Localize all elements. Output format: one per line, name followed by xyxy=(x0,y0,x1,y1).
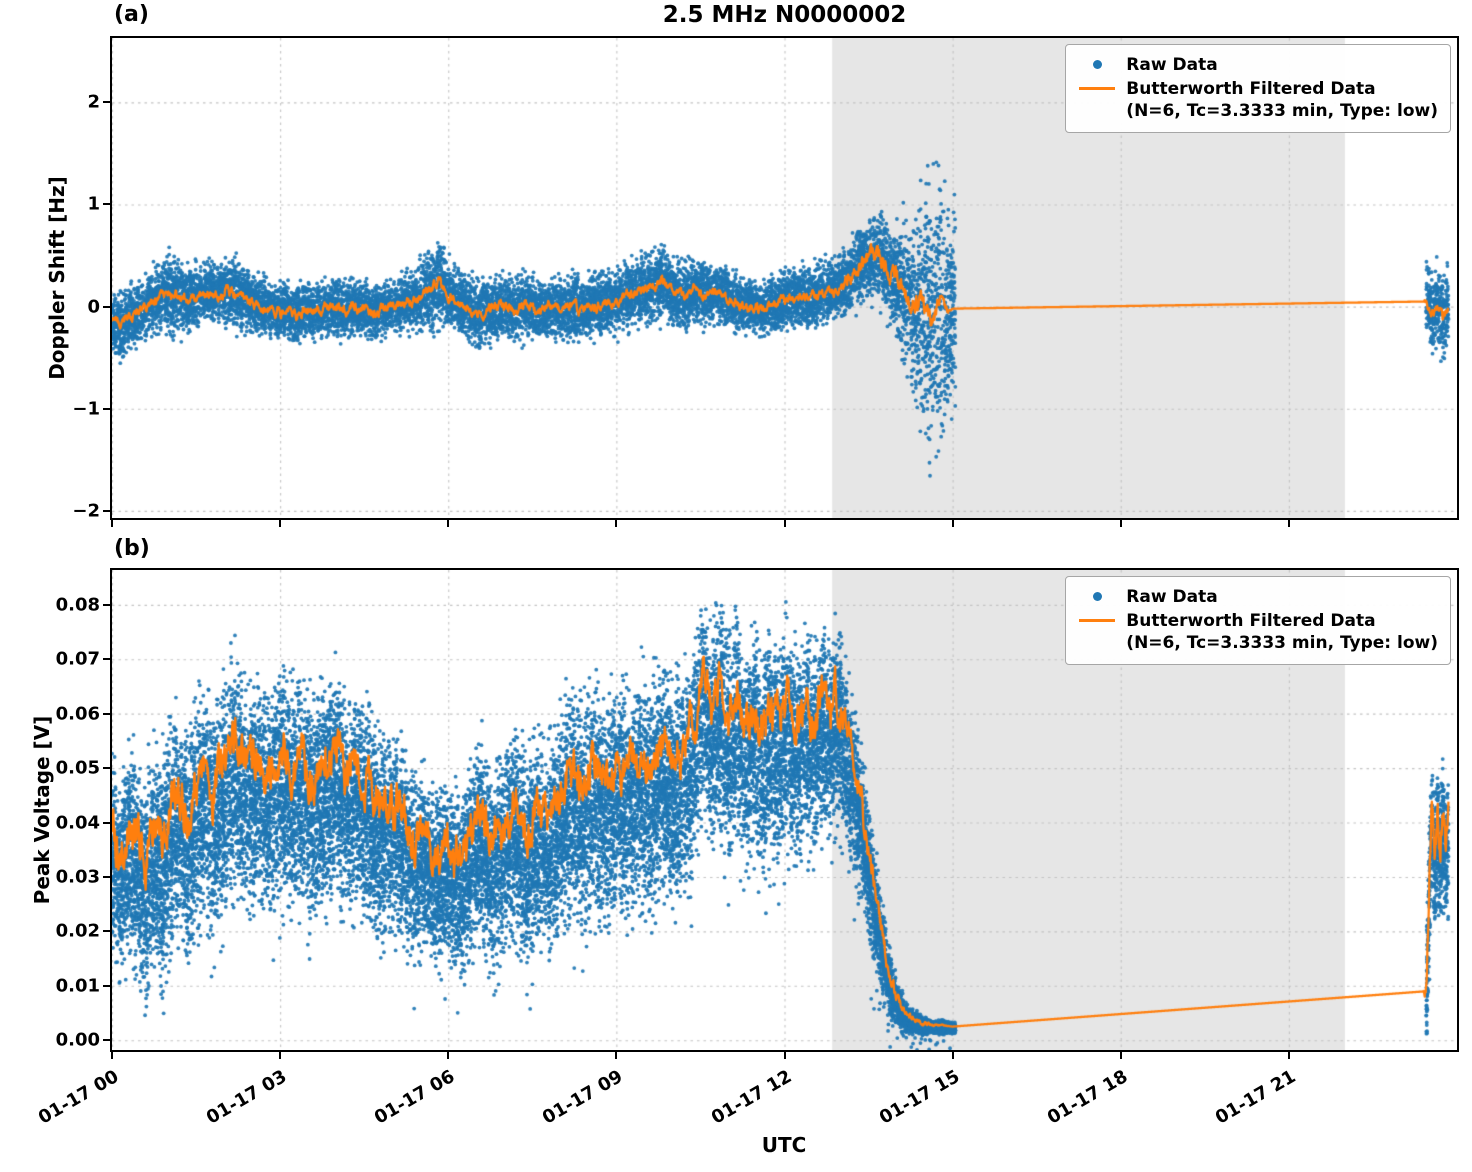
legend-filtered-sub: (N=6, Tc=3.3333 min, Type: low) xyxy=(1126,633,1438,654)
y-tick-mark xyxy=(103,875,110,878)
y-tick-label: 0.01 xyxy=(55,975,100,997)
y-tick-label: 0.02 xyxy=(55,920,100,942)
y-tick-mark xyxy=(103,305,110,308)
x-tick-mark xyxy=(951,520,954,527)
legend-filtered-sub: (N=6, Tc=3.3333 min, Type: low) xyxy=(1126,101,1438,122)
x-tick-mark xyxy=(111,1052,113,1059)
legend-raw-label: Raw Data xyxy=(1126,587,1218,607)
y-tick-label: 2 xyxy=(87,91,100,113)
x-tick-label: 01-17 12 xyxy=(707,1066,795,1129)
x-tick-label: 01-17 21 xyxy=(1211,1066,1300,1129)
x-tick-label: 01-17 00 xyxy=(35,1066,123,1129)
y-tick-label: 0.03 xyxy=(55,866,100,888)
y-tick-label: 0.04 xyxy=(55,812,100,834)
y-tick-label: 0.07 xyxy=(55,648,100,670)
y-tick-mark xyxy=(103,712,110,715)
filtered-line-marker-icon xyxy=(1076,610,1118,631)
x-tick-mark xyxy=(1287,1052,1290,1059)
legend-row-filtered: Butterworth Filtered Data (N=6, Tc=3.333… xyxy=(1076,78,1438,122)
x-tick-mark xyxy=(279,520,282,527)
legend-raw-label: Raw Data xyxy=(1126,55,1218,75)
y-tick-label: 1 xyxy=(87,193,100,215)
y-tick-mark xyxy=(103,407,110,410)
y-tick-mark xyxy=(103,767,110,770)
x-tick-mark xyxy=(279,1052,282,1059)
x-tick-mark xyxy=(951,1052,954,1059)
y-tick-label: 0.06 xyxy=(55,703,100,725)
y-tick-label: 0.00 xyxy=(55,1029,100,1051)
x-tick-label: 01-17 09 xyxy=(539,1066,627,1129)
x-tick-mark xyxy=(1119,1052,1122,1059)
y-tick-label: −2 xyxy=(72,500,100,522)
x-tick-mark xyxy=(111,520,113,527)
legend-row-filtered: Butterworth Filtered Data (N=6, Tc=3.333… xyxy=(1076,610,1438,654)
x-tick-label: 01-17 06 xyxy=(371,1066,459,1129)
legend-row-raw: Raw Data xyxy=(1076,586,1438,608)
y-tick-mark xyxy=(103,1039,110,1042)
legend-row-raw: Raw Data xyxy=(1076,54,1438,76)
x-tick-mark xyxy=(447,1052,450,1059)
legend-a: Raw Data Butterworth Filtered Data (N=6,… xyxy=(1065,44,1451,134)
panel-label-b: (b) xyxy=(114,536,150,561)
filtered-line-marker-icon xyxy=(1076,78,1118,99)
x-tick-mark xyxy=(1287,520,1290,527)
raw-data-marker-icon xyxy=(1076,54,1118,75)
y-tick-mark xyxy=(103,203,110,206)
y-tick-mark xyxy=(103,658,110,661)
legend-filtered-label: Butterworth Filtered Data xyxy=(1126,611,1376,632)
y-tick-mark xyxy=(103,821,110,824)
legend-filtered-label: Butterworth Filtered Data xyxy=(1126,79,1376,100)
legend-b: Raw Data Butterworth Filtered Data (N=6,… xyxy=(1065,576,1451,666)
y-tick-mark xyxy=(103,603,110,606)
chart-title: 2.5 MHz N0000002 xyxy=(662,2,907,28)
y-tick-label: 0.05 xyxy=(55,757,100,779)
legend-filtered-text: Butterworth Filtered Data (N=6, Tc=3.333… xyxy=(1126,610,1438,654)
x-tick-label: 01-17 15 xyxy=(875,1066,964,1129)
x-tick-label: 01-17 03 xyxy=(203,1066,291,1129)
y-tick-label: 0 xyxy=(87,296,100,318)
y-tick-mark xyxy=(103,984,110,987)
legend-filtered-text: Butterworth Filtered Data (N=6, Tc=3.333… xyxy=(1126,78,1438,122)
panel-label-a: (a) xyxy=(114,2,149,27)
y-tick-mark xyxy=(103,930,110,933)
y-tick-mark xyxy=(103,509,110,512)
x-axis-label: UTC xyxy=(761,1133,807,1157)
x-tick-mark xyxy=(783,1052,786,1059)
y-tick-label: −1 xyxy=(72,398,100,420)
y-tick-label: 0.08 xyxy=(55,594,100,616)
x-tick-mark xyxy=(447,520,450,527)
raw-data-marker-icon xyxy=(1076,586,1118,607)
x-tick-mark xyxy=(1119,520,1122,527)
x-tick-label: 01-17 18 xyxy=(1043,1066,1132,1129)
x-tick-mark xyxy=(615,1052,618,1059)
y-tick-mark xyxy=(103,101,110,104)
x-tick-mark xyxy=(783,520,786,527)
x-tick-mark xyxy=(615,520,618,527)
